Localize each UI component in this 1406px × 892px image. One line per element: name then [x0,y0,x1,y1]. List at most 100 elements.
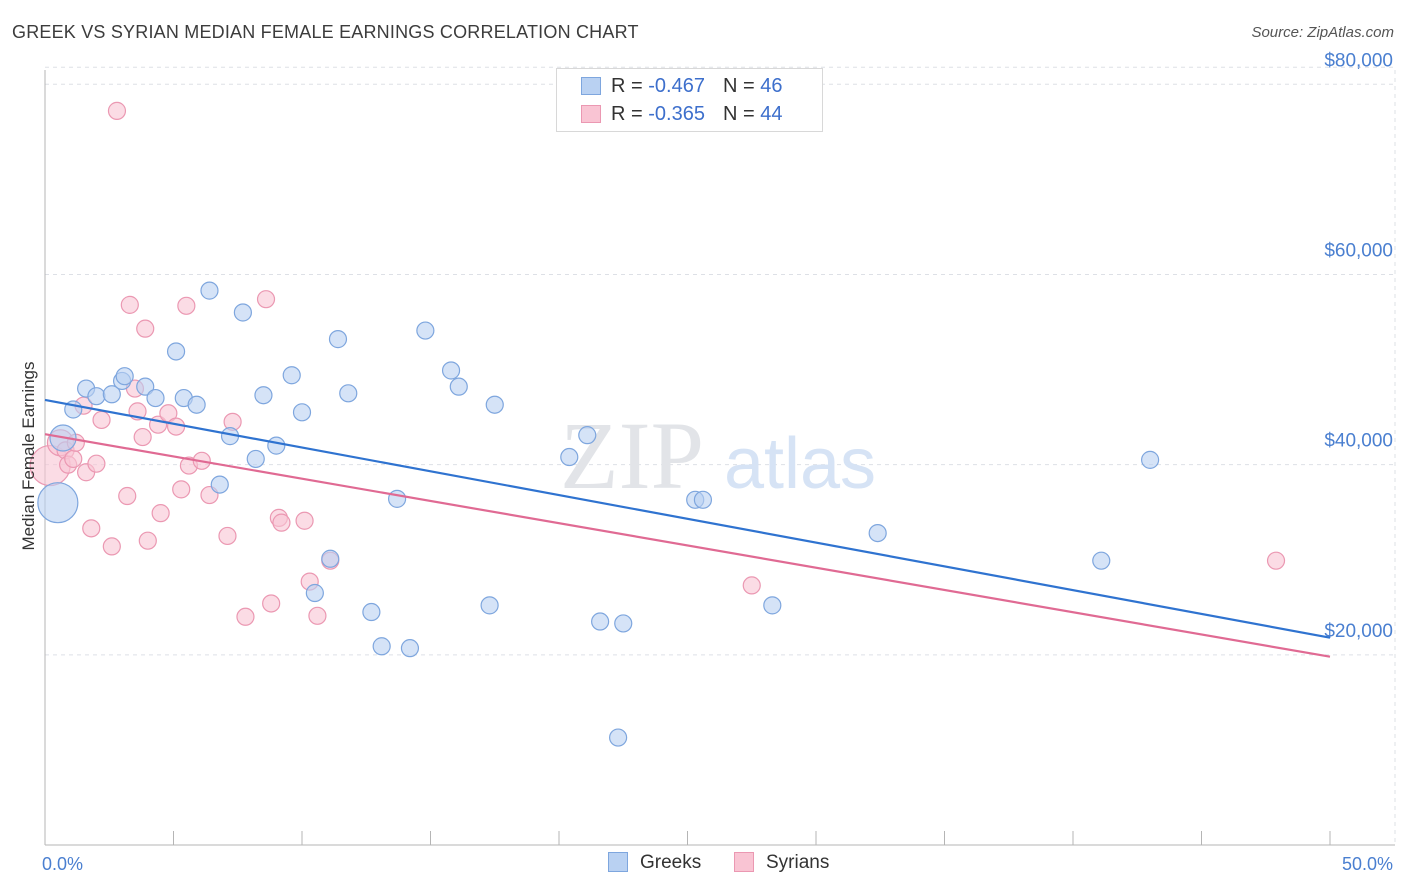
greek-point [187,395,206,414]
syrian-point [151,504,170,523]
greek-point [441,361,461,380]
greek-point [305,583,324,603]
greek-point [591,612,610,631]
syrian-point [218,526,237,546]
greek-point [267,436,286,455]
syrian-point [308,606,327,625]
y-axis-label: Median Female Earnings [19,362,38,551]
greek-point [200,281,219,300]
greeks-n-value: 46 [760,75,783,97]
greek-point [115,367,134,386]
syrian-point [64,449,83,469]
syrian-point [256,290,276,309]
greek-point [609,728,628,747]
y-tick-label: $60,000 [1324,240,1393,261]
greek-point [210,475,229,494]
chart-title: GREEK VS SYRIAN MEDIAN FEMALE EARNINGS C… [12,22,639,42]
syrian-point [92,410,111,430]
greek-point [37,482,79,524]
greek-point [1092,551,1111,570]
syrian-point [87,454,106,473]
greek-point [233,303,252,322]
syrians-trend-line [44,433,1331,658]
bottom-syrians-label: Syrians [766,852,830,873]
x-tick-label-max: 50.0% [1342,854,1393,874]
syrian-point [102,537,121,556]
syrian-point [1266,551,1286,570]
syrian-point [272,513,291,532]
greek-point [362,602,381,622]
greek-point [614,614,633,633]
greeks-r-value: -0.467 [648,75,705,97]
greek-point [485,395,504,414]
bottom-greeks-label: Greeks [640,852,702,873]
greek-point [282,366,301,385]
syrian-point [82,519,101,538]
greek-point [292,403,312,422]
greek-point [166,342,186,361]
legend-row-greeks: R = -0.467 N = 46 [581,75,782,99]
syrian-point [120,295,139,314]
bottom-syrians-swatch [734,852,754,872]
syrian-point [166,417,186,436]
syrians-r-label: R = [611,103,643,125]
watermark-atlas: atlas [724,424,876,504]
greek-point [578,426,597,445]
greeks-trend-line [44,398,1331,639]
legend-row-syrians: R = -0.365 N = 44 [581,103,782,127]
syrian-point [177,296,196,315]
greek-point [254,386,273,405]
greek-point [387,489,407,508]
greek-point [136,377,155,396]
greeks-r-label: R = [611,75,643,97]
greek-point [321,549,340,568]
syrian-point [295,511,314,530]
greek-point [400,639,420,658]
syrian-point [107,101,127,120]
greek-point [693,490,713,509]
greek-point [146,388,165,408]
syrian-point [133,427,152,447]
syrian-point [262,594,281,613]
syrian-point [138,531,157,550]
greek-point [328,330,348,349]
x-tick-label-min: 0.0% [42,854,83,874]
greek-point [868,523,887,543]
watermark-zip: ZIP [560,402,704,509]
greek-point [763,596,782,615]
syrians-n-value: 44 [760,103,783,125]
watermark: ZIP atlas [560,402,876,509]
syrians-swatch [581,105,601,123]
greek-point [102,385,121,404]
greek-point [480,596,499,615]
greek-point [1140,450,1160,469]
tick-labels: $20,000 $40,000 $60,000 $80,000 0.0% 50.0% [42,50,1393,874]
greek-point [372,637,391,656]
syrian-point [742,576,761,595]
greeks-swatch [581,77,601,95]
syrian-point [172,480,191,499]
syrians-points [29,101,1286,626]
bottom-legend-syrians: Syrians [734,852,829,874]
syrians-n-label: N = [722,103,755,125]
trend-lines [44,398,1331,658]
greek-point [87,387,106,406]
greeks-n-label: N = [722,75,755,97]
bottom-legend-greeks: Greeks [608,852,701,874]
source-label: Source: ZipAtlas.com [1251,24,1394,41]
greeks-points [37,281,1160,747]
greek-point [449,377,468,396]
syrian-point [118,486,137,506]
syrian-point [236,607,255,626]
correlation-legend: R = -0.467 N = 46 R = -0.365 N = 44 [556,68,823,132]
greek-point [560,447,579,467]
syrian-point [136,319,155,338]
syrians-r-value: -0.365 [648,103,705,125]
y-tick-label: $20,000 [1324,621,1393,642]
greek-point [339,384,358,403]
y-tick-label: $40,000 [1324,431,1393,452]
greek-point [246,449,265,469]
y-tick-label: $80,000 [1324,50,1393,71]
bottom-greeks-swatch [608,852,628,872]
